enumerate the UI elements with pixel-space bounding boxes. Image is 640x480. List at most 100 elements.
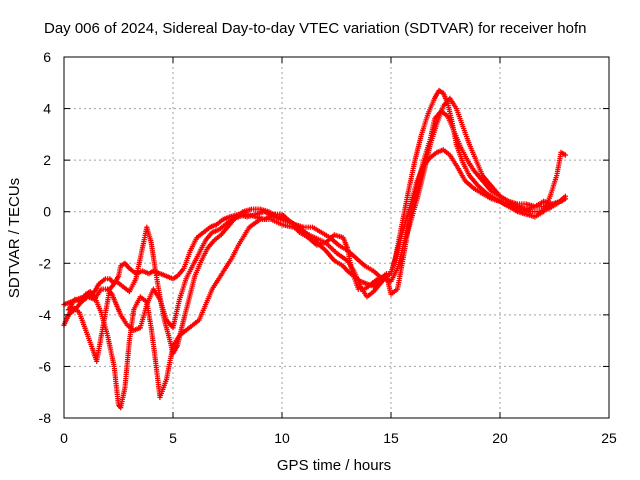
x-tick-label: 10 [274,430,290,446]
data-point-marker [425,97,437,117]
data-point-marker [399,190,411,228]
data-point-marker [105,286,114,296]
data-point-marker [488,183,502,198]
data-point-marker [122,260,131,270]
data-point-marker [96,277,107,287]
data-point-marker [362,282,373,292]
data-point-marker [83,289,92,297]
data-point-marker [475,183,489,195]
data-point-marker [427,118,437,143]
data-point-marker [434,147,445,155]
series-track-c [63,147,568,364]
data-point-marker [427,151,438,161]
data-point-marker [323,247,336,262]
data-point-marker [447,152,458,167]
data-point-marker [216,223,227,233]
x-tick-label: 5 [169,430,177,446]
data-point-marker [196,239,208,256]
data-point-marker [397,211,411,246]
data-point-marker [222,218,233,228]
data-point-marker [262,212,275,222]
y-tick-label: -2 [39,255,52,271]
data-point-marker [279,211,292,224]
data-point-marker [427,123,439,148]
data-point-marker [558,198,564,204]
data-point-marker [203,231,214,243]
data-point-marker [218,226,229,238]
data-point-marker [323,233,336,246]
x-axis-title: GPS time / hours [277,457,391,474]
data-point-marker [203,288,214,308]
data-point-marker [98,286,108,292]
data-point-marker [340,263,349,273]
data-point-marker [562,196,568,202]
data-point-marker [388,242,402,277]
data-point-marker [194,231,205,241]
data-point-marker [83,327,95,349]
data-point-marker [349,268,361,290]
data-point-marker [137,294,148,304]
data-point-marker [340,234,350,249]
y-tick-label: 0 [43,204,51,220]
data-point-marker [497,193,510,203]
data-point-marker [229,244,241,261]
data-point-marker [353,255,366,268]
data-point-marker [205,239,216,251]
data-point-marker [190,318,201,328]
data-point-marker [148,240,158,272]
data-point-marker [344,245,354,272]
data-point-marker [562,152,568,158]
data-point-marker [102,276,111,282]
y-tick-label: 6 [43,49,51,65]
y-tick-label: -6 [39,358,52,374]
data-point-marker [235,226,251,248]
data-point-marker [480,191,493,201]
y-axis-title: SDTVAR / TECUs [6,178,23,298]
data-point-marker [85,294,96,302]
data-point-marker [484,191,497,201]
data-point-marker [207,222,218,230]
data-point-marker [458,144,469,161]
data-point-marker [547,175,559,199]
data-point-marker [174,267,186,279]
data-point-marker [421,139,433,163]
data-point-marker [464,157,476,172]
data-point-marker [157,296,169,321]
y-tick-label: -4 [39,307,52,323]
data-point-marker [388,267,400,284]
data-point-marker [364,290,375,300]
data-point-marker [148,325,158,362]
x-tick-label: 0 [60,430,68,446]
data-point-marker [126,278,138,295]
data-point-marker [453,106,465,128]
data-point-marker [434,105,446,127]
data-point-marker [421,144,433,176]
data-point-marker [146,269,155,277]
data-point-marker [362,263,375,273]
data-point-marker [198,247,210,264]
data-point-marker [460,160,472,177]
data-point-marker [497,198,510,209]
data-point-marker [91,288,103,302]
data-point-marker [185,275,197,305]
x-tick-label: 20 [492,430,508,446]
data-point-marker [305,234,318,247]
data-point-marker [187,236,199,253]
data-point-marker [447,95,458,110]
data-point-marker [506,204,519,214]
data-point-marker [394,252,407,292]
data-point-marker [190,252,201,269]
data-point-marker [78,295,89,305]
data-point-marker [209,277,221,292]
data-point-marker [122,340,132,390]
data-point-marker [418,113,430,137]
data-point-marker [181,249,193,271]
data-point-marker [157,271,168,279]
data-point-marker [111,363,121,406]
data-point-marker [405,159,418,194]
data-point-marker [113,301,123,316]
data-point-marker [105,332,117,367]
data-point-marker [318,229,331,240]
data-point-marker [91,282,101,295]
data-point-marker [309,224,323,234]
